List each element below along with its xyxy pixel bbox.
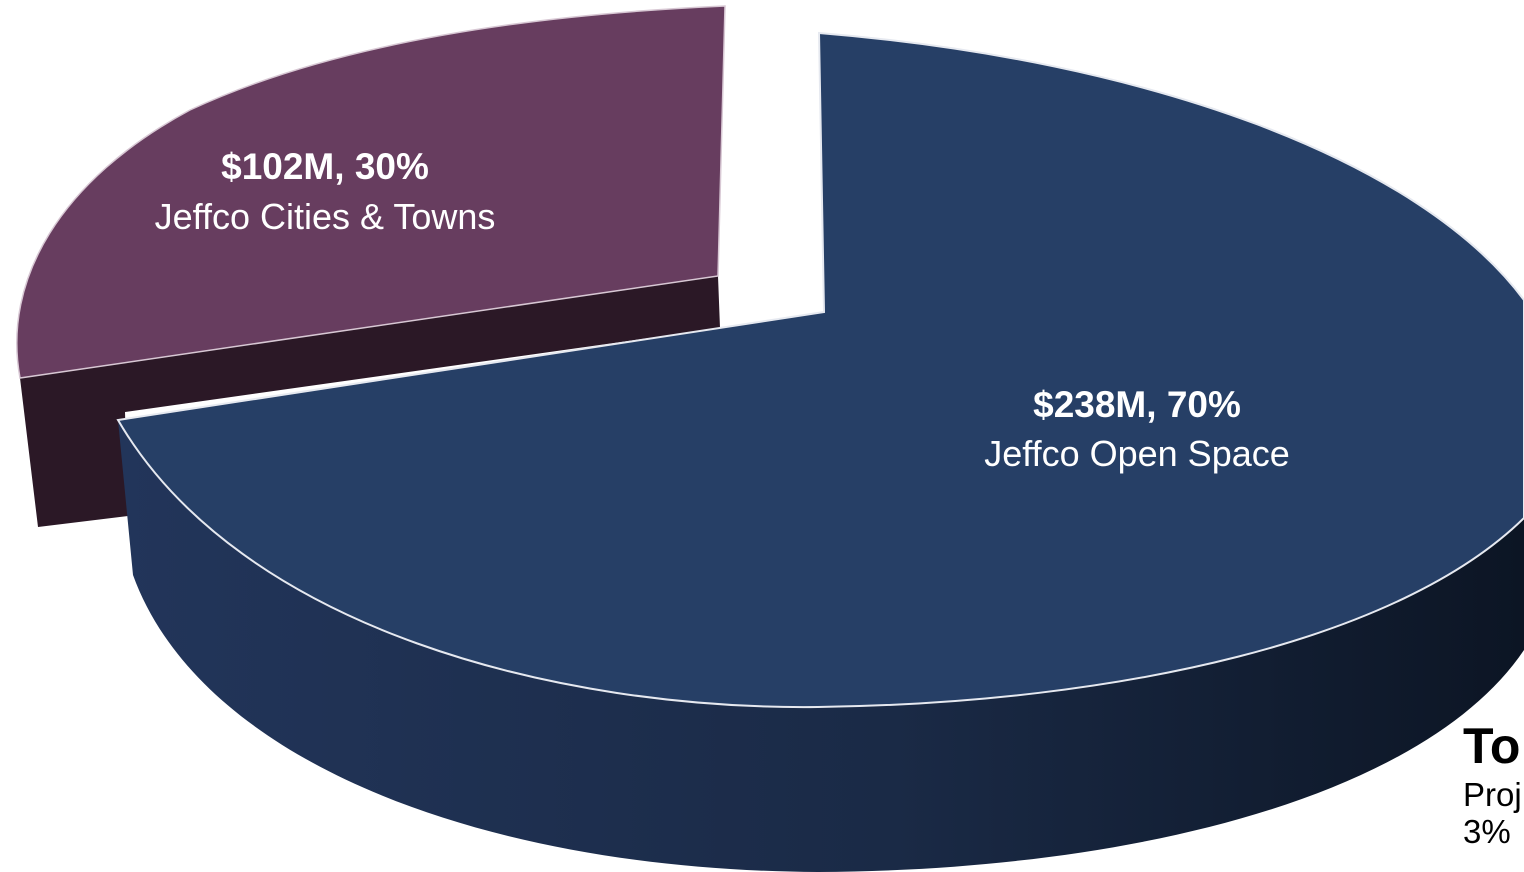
slice-value-cities-towns: $102M, 30% [221,146,429,187]
data-label-cities-towns: $102M, 30% Jeffco Cities & Towns [155,146,496,237]
slice-top-open-space [116,31,1524,709]
slice-name-cities-towns: Jeffco Cities & Towns [155,196,496,237]
total-title: To [1463,718,1521,774]
pie-slice-open-space [116,31,1524,872]
total-line-2: 3% [1463,813,1511,850]
slice-side-open-space [118,420,1524,872]
total-line-1: Proj [1463,776,1522,813]
slice-name-open-space: Jeffco Open Space [984,433,1290,474]
data-label-open-space: $238M, 70% Jeffco Open Space [984,384,1290,474]
slice-top-cities-towns [16,5,726,379]
total-note: To Proj 3% [1463,716,1524,872]
pie-slice-cities-towns [16,5,726,527]
slice-side-cities-towns [20,276,720,527]
slice-value-open-space: $238M, 70% [1033,384,1241,425]
